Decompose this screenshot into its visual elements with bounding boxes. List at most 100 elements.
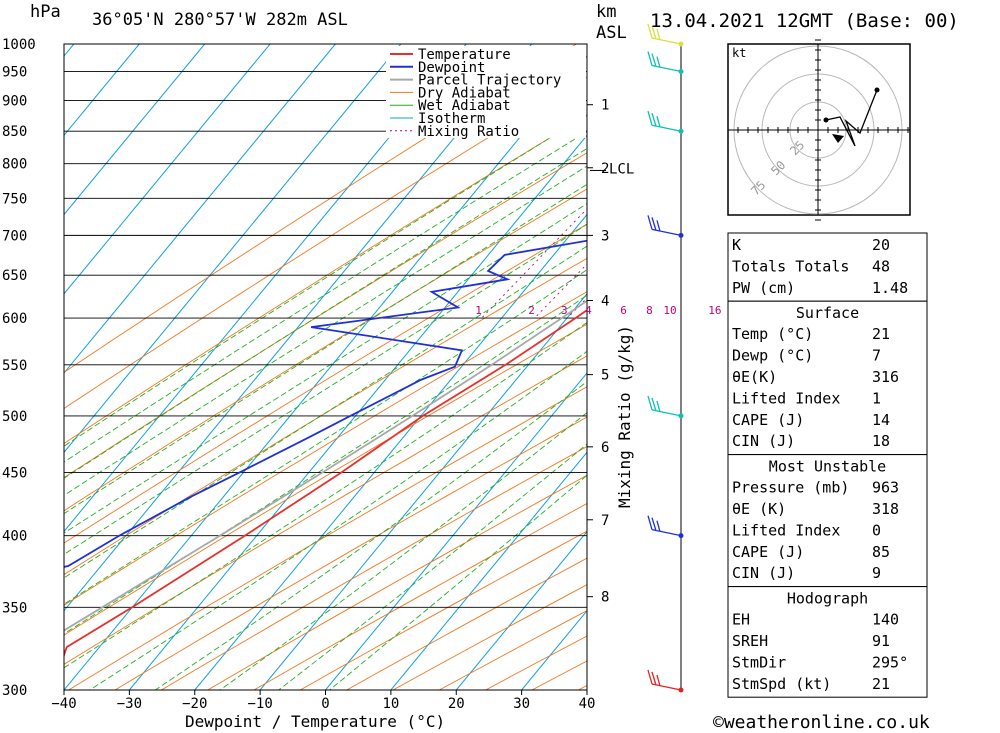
table-title: Most Unstable <box>769 458 886 476</box>
profiles <box>64 239 587 658</box>
height-tick-label: 6 <box>601 440 609 456</box>
table-row-label: CIN (J) <box>732 432 795 450</box>
table-row-value: 21 <box>872 675 890 693</box>
table-row-value: 91 <box>872 632 890 650</box>
wind-barb <box>647 51 682 73</box>
x-tick-label: −40 <box>51 696 76 712</box>
table-row-value: 14 <box>872 411 890 429</box>
dry-adiabat-line <box>68 386 587 690</box>
legend-item: Mixing Ratio <box>418 124 519 140</box>
table-row-value: 295° <box>872 653 908 671</box>
table-row-label: Pressure (mb) <box>732 479 849 497</box>
legend-item: Isotherm <box>418 111 485 127</box>
table-row-value: 963 <box>872 479 899 497</box>
mixing-ratio-label: 2 <box>528 304 535 317</box>
wind-barb <box>647 669 682 691</box>
table-row-value: 1 <box>872 389 881 407</box>
parcel-trajectory-line <box>64 299 587 632</box>
mixing-ratio-label: 8 <box>646 304 653 317</box>
pressure-tick-label: 550 <box>2 358 27 374</box>
pressure-tick-label: 900 <box>2 94 27 110</box>
table-row-label: θE (K) <box>732 500 786 518</box>
copyright: ©weatheronline.co.uk <box>713 712 930 733</box>
height-tick-label: 5 <box>601 368 609 384</box>
isotherm-line <box>390 451 587 690</box>
table-row-value: 140 <box>872 611 899 629</box>
pressure-tick-label: 750 <box>2 191 27 207</box>
table-title: Hodograph <box>787 590 868 608</box>
x-axis-label: Dewpoint / Temperature (°C) <box>185 712 445 731</box>
table-frame-hodograph-table <box>727 586 928 698</box>
wind-barbs <box>647 23 684 693</box>
legend-item: Dry Adiabat <box>418 85 511 101</box>
dry-adiabat-line <box>64 291 587 606</box>
wind-barb <box>647 23 682 45</box>
pressure-tick-label: 1000 <box>2 37 36 53</box>
table-frame-most-unstable <box>727 454 928 588</box>
wind-barb <box>647 111 682 132</box>
table-row-value: 85 <box>872 543 890 561</box>
table-row-label: Dewp (°C) <box>732 347 813 365</box>
table-row-value: 18 <box>872 432 890 450</box>
pressure-tick-label: 400 <box>2 529 27 545</box>
dry-adiabat-line <box>64 355 587 665</box>
table-row-label: θE(K) <box>732 368 777 386</box>
table-row-label: Totals Totals <box>732 257 849 275</box>
wet-adiabat-line <box>89 350 587 690</box>
wet-adiabat-line <box>64 269 587 605</box>
height-tick-label: 2 <box>601 161 609 177</box>
pressure-tick-label: 650 <box>2 268 27 284</box>
mixing-ratio-labels: 12346810162025 <box>475 304 766 317</box>
hodograph-start-dot <box>823 117 829 123</box>
isotherm-line <box>64 44 402 454</box>
table-row-value: 318 <box>872 500 899 518</box>
isotherm-line <box>64 44 336 374</box>
isotherm-line <box>325 372 587 690</box>
table-row-label: PW (cm) <box>732 279 795 297</box>
table-row-label: EH <box>732 611 750 629</box>
mixing-ratio-label: 6 <box>620 304 627 317</box>
dry-adiabat-line <box>161 445 587 690</box>
hodograph-trace <box>825 89 878 147</box>
background-lines <box>64 44 587 690</box>
isotherm-line <box>64 55 587 690</box>
table-row-label: K <box>732 236 741 254</box>
height-tick-label: 8 <box>601 590 609 606</box>
lcl-label: LCL <box>609 161 634 177</box>
height-tick-label: 1 <box>601 98 609 114</box>
table-row-label: SREH <box>732 632 768 650</box>
isotherm-line <box>64 44 206 216</box>
table-row-label: Lifted Index <box>732 389 840 407</box>
x-tick-label: 20 <box>448 696 465 712</box>
wet-adiabat-line <box>155 381 587 690</box>
table-row-label: StmDir <box>732 653 786 671</box>
table-row-value: 21 <box>872 325 890 343</box>
hodograph-unit: kt <box>732 46 746 60</box>
pressure-tick-label: 950 <box>2 65 27 81</box>
wet-adiabat-line <box>64 223 587 555</box>
wet-adiabat-line <box>64 294 587 635</box>
height-unit-km: km <box>596 2 616 22</box>
table-row-value: 316 <box>872 368 899 386</box>
mixing-ratio-label: 1 <box>475 304 482 317</box>
dewpoint-line <box>64 239 587 568</box>
height-unit-asl: ASL <box>596 23 627 43</box>
x-tick-label: 10 <box>382 696 399 712</box>
x-tick-label: 30 <box>513 696 530 712</box>
pressure-tick-label: 700 <box>2 228 27 244</box>
table-row-label: Temp (°C) <box>732 325 813 343</box>
isotherm-line <box>455 530 587 690</box>
x-tick-label: −10 <box>247 696 272 712</box>
isotherm-line <box>129 134 587 690</box>
x-tick-label: −30 <box>117 696 142 712</box>
legend-item: Wet Adiabat <box>418 98 511 114</box>
pressure-tick-label: 600 <box>2 311 27 327</box>
height-tick-label: 4 <box>601 293 609 309</box>
wet-adiabat-line <box>64 245 587 579</box>
legend-item: Parcel Trajectory <box>418 73 561 89</box>
legend-item: Temperature <box>418 47 511 63</box>
hodograph-end-dot <box>874 87 880 93</box>
